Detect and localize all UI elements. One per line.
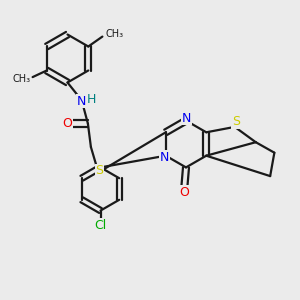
Text: S: S (95, 164, 103, 178)
Text: N: N (182, 112, 192, 125)
Text: N: N (77, 94, 87, 108)
Text: O: O (180, 185, 189, 199)
Text: O: O (62, 117, 72, 130)
Text: CH₃: CH₃ (12, 74, 30, 84)
Text: Cl: Cl (94, 219, 106, 232)
Text: N: N (160, 151, 169, 164)
Text: S: S (232, 115, 240, 128)
Text: H: H (87, 93, 96, 106)
Text: CH₃: CH₃ (105, 29, 124, 40)
